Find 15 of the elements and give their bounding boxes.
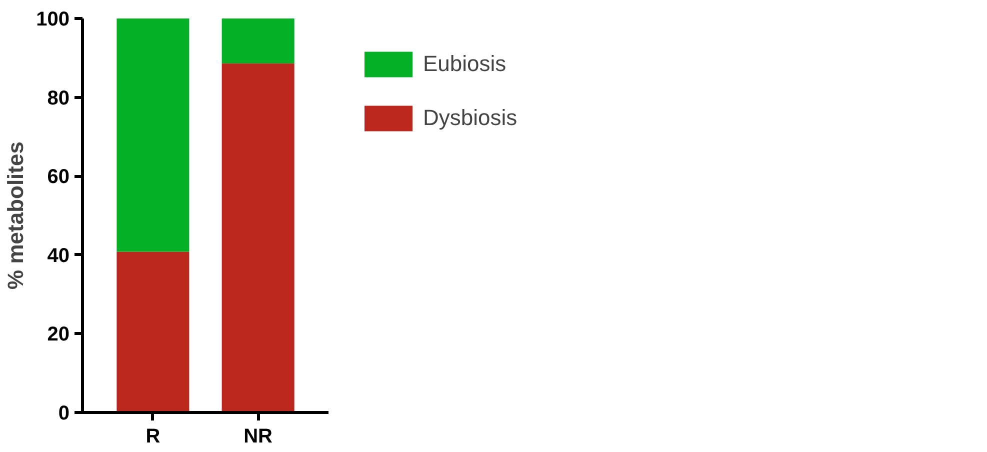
y-tick-label: 40: [47, 244, 70, 267]
bar: [222, 63, 294, 412]
y-tick-label: 80: [47, 87, 70, 110]
x-tick-label: R: [146, 426, 161, 448]
bar: [116, 252, 190, 412]
y-tick-label: 0: [58, 402, 70, 424]
legend-label: Dysbiosis: [423, 104, 518, 132]
bar: [116, 18, 190, 252]
y-tick-label: 20: [47, 324, 70, 346]
y-axis-title: % metabolites: [3, 142, 28, 290]
bar: [222, 18, 294, 64]
x-tick-label: NR: [244, 426, 274, 448]
legend-label: Eubiosis: [423, 50, 506, 78]
y-tick-label: 100: [36, 8, 70, 30]
y-tick-label: 60: [47, 166, 70, 188]
